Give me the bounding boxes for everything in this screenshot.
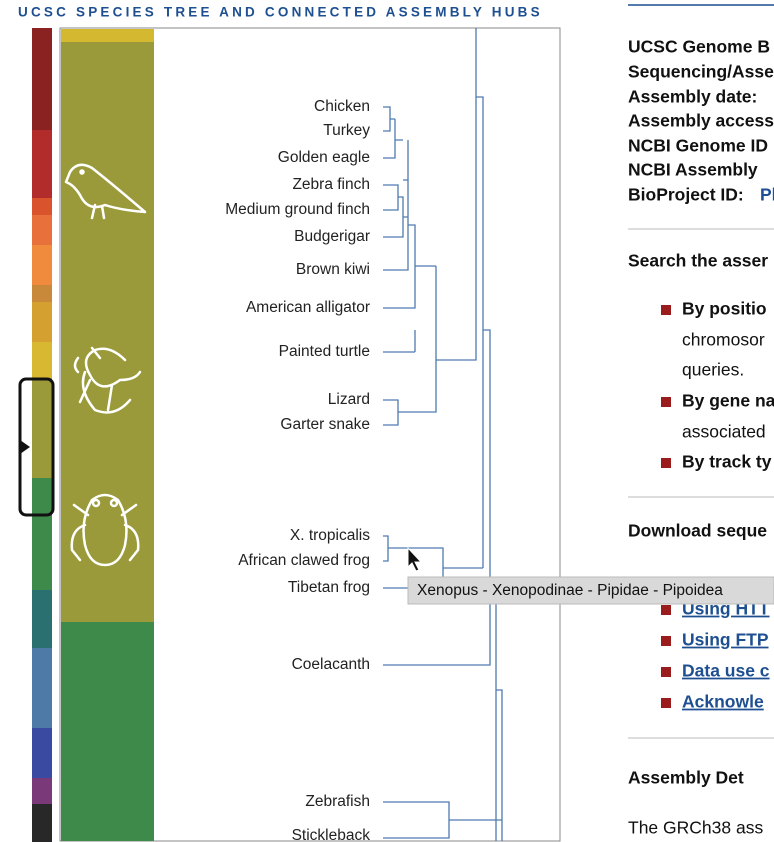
search-item: By gene na — [682, 391, 774, 411]
bullet — [661, 636, 671, 646]
species-labels: Chicken Turkey Golden eagle Zebra finch Medi… — [225, 98, 370, 842]
bullet — [661, 605, 671, 615]
species-label[interactable]: Brown kiwi — [296, 261, 370, 278]
species-label[interactable]: American alligator — [246, 299, 370, 316]
info-label: Assembly date: — [628, 87, 757, 107]
download-link[interactable]: Using FTP — [682, 630, 769, 650]
panel-title: UCSC SPECIES TREE AND CONNECTED ASSEMBLY… — [18, 5, 543, 20]
species-label[interactable]: Painted turtle — [279, 343, 370, 360]
details-panel: UCSC Genome B Sequencing/Asse Assembly dat… — [628, 37, 774, 838]
cursor — [407, 546, 423, 572]
selection-pointer — [20, 440, 30, 454]
info-label: BioProject ID: — [628, 185, 744, 205]
bullet — [661, 458, 671, 468]
species-label[interactable]: Zebra finch — [292, 176, 370, 193]
section-heading: Assembly Det — [628, 768, 744, 788]
download-link[interactable]: Data use c — [682, 661, 770, 681]
species-label[interactable]: Stickleback — [292, 827, 371, 842]
species-label[interactable]: Chicken — [314, 98, 370, 115]
info-link[interactable]: Pl — [760, 185, 774, 205]
tree-branches — [383, 28, 503, 841]
species-label[interactable]: X. tropicalis — [290, 527, 370, 544]
section-heading: Search the asser — [628, 251, 768, 271]
species-label[interactable]: Tibetan frog — [288, 579, 370, 596]
info-label: Sequencing/Asse — [628, 62, 774, 82]
clade-band — [61, 42, 154, 622]
search-item: By positio — [682, 299, 767, 319]
species-label[interactable]: Garter snake — [280, 416, 370, 433]
search-item: By track ty — [682, 452, 772, 472]
species-label[interactable]: Turkey — [323, 122, 370, 139]
search-item: associated — [682, 422, 766, 442]
clade-band — [61, 622, 154, 841]
search-item: queries. — [682, 360, 744, 380]
section-heading: Download seque — [628, 521, 767, 541]
species-label[interactable]: Medium ground finch — [225, 201, 370, 218]
species-label[interactable]: Budgerigar — [294, 228, 370, 245]
species-label[interactable]: Coelacanth — [292, 656, 370, 673]
bullet — [661, 397, 671, 407]
download-link[interactable]: Acknowle — [682, 692, 764, 712]
bullet — [661, 667, 671, 677]
color-strip — [32, 28, 52, 842]
species-label[interactable]: Zebrafish — [305, 793, 370, 810]
bullet — [661, 305, 671, 315]
info-label: NCBI Genome ID — [628, 136, 768, 156]
species-label[interactable]: African clawed frog — [238, 552, 370, 569]
info-label: NCBI Assembly — [628, 160, 758, 180]
lizard-icon — [73, 346, 142, 414]
species-label[interactable]: Lizard — [328, 391, 370, 408]
tooltip-text: Xenopus - Xenopodinae - Pipidae - Pipoid… — [417, 582, 723, 599]
bird-icon — [64, 163, 147, 220]
search-item: chromosor — [682, 330, 765, 350]
tooltip: Xenopus - Xenopodinae - Pipidae - Pipoid… — [407, 576, 774, 605]
assembly-text: The GRCh38 ass — [628, 818, 763, 838]
species-label[interactable]: Golden eagle — [278, 149, 370, 166]
bullet — [661, 698, 671, 708]
clade-band — [61, 29, 154, 42]
info-label: Assembly access — [628, 111, 774, 131]
info-label: UCSC Genome B — [628, 37, 770, 57]
frog-icon — [70, 493, 140, 567]
